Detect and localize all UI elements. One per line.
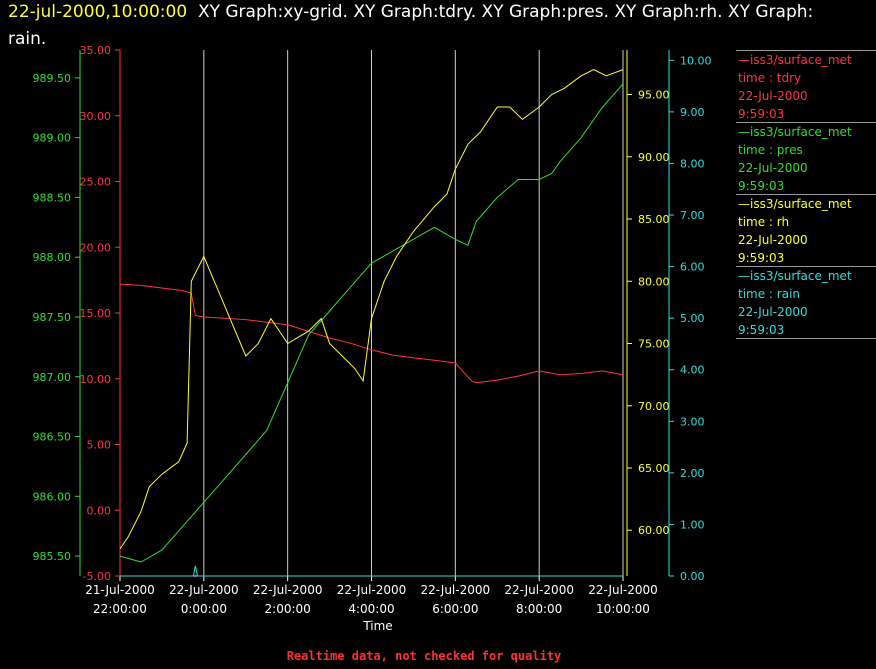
rain-tick-label: 1.00 xyxy=(680,518,705,531)
chart-title: 22-jul-2000,10:00:00 XY Graph:xy-grid. X… xyxy=(8,2,813,22)
tdry-tick-label: 30.00 xyxy=(80,110,112,123)
x-tick-label-date: 22-Jul-2000 xyxy=(253,583,323,597)
rain-tick-label: 3.00 xyxy=(680,415,705,428)
rh-tick-label: 95.00 xyxy=(638,89,670,102)
tdry-tick-label: 25.00 xyxy=(80,176,112,189)
x-tick-label-time: 0:00:00 xyxy=(181,602,227,616)
rain-tick-label: 0.00 xyxy=(680,570,705,583)
tdry-tick-label: 5.00 xyxy=(87,439,112,452)
rain-tick-label: 8.00 xyxy=(680,157,705,170)
rain-tick-label: 6.00 xyxy=(680,261,705,274)
rh-tick-label: 75.00 xyxy=(638,338,670,351)
rh-series-line xyxy=(119,69,624,550)
pres-tick-label: 988.00 xyxy=(33,251,72,264)
x-tick-label-time: 22:00:00 xyxy=(93,602,147,616)
tdry-tick-label: -5.00 xyxy=(83,570,111,583)
rain-tick-label: 2.00 xyxy=(680,467,705,480)
rh-tick-label: 85.00 xyxy=(638,213,670,226)
rain-tick-label: 5.00 xyxy=(680,312,705,325)
tdry-tick-label: 15.00 xyxy=(80,307,112,320)
legend-header: —iss3/surface_met xyxy=(736,266,876,285)
legend-header: —iss3/surface_met xyxy=(736,122,876,141)
rh-tick-label: 90.00 xyxy=(638,151,670,164)
series-lines xyxy=(119,69,624,577)
x-axis-label: Time xyxy=(362,619,392,633)
pres-tick-label: 987.00 xyxy=(33,371,72,384)
tdry-tick-label: 35.00 xyxy=(80,44,112,57)
x-tick-label-date: 22-Jul-2000 xyxy=(588,583,658,597)
rain-tick-label: 10.00 xyxy=(680,54,712,67)
tdry-tick-label: 20.00 xyxy=(80,241,112,254)
pres-tick-label: 987.50 xyxy=(33,311,72,324)
quality-disclaimer: Realtime data, not checked for quality xyxy=(286,649,562,663)
vertical-grid xyxy=(203,50,624,576)
title-graph-list: XY Graph:xy-grid. XY Graph:tdry. XY Grap… xyxy=(197,2,814,22)
rh-tick-label: 65.00 xyxy=(638,462,670,475)
legend-line3: 22-Jul-2000 xyxy=(738,89,808,103)
pres-series-line xyxy=(119,83,624,563)
rain-tick-label: 9.00 xyxy=(680,106,705,119)
legend-bottom-rule xyxy=(736,338,876,339)
tdry-tick-label: 0.00 xyxy=(87,504,112,517)
x-tick-label-time: 4:00:00 xyxy=(348,602,394,616)
legend-line2: time : tdry xyxy=(738,71,802,85)
legend-line3: 22-Jul-2000 xyxy=(738,305,808,319)
legend-line3: 22-Jul-2000 xyxy=(738,233,808,247)
tdry-series-line xyxy=(119,283,624,384)
pres-tick-label: 989.00 xyxy=(33,132,72,145)
x-tick-label-date: 22-Jul-2000 xyxy=(337,583,407,597)
legend-line4: 9:59:03 xyxy=(738,323,785,337)
legend-line4: 9:59:03 xyxy=(738,179,785,193)
legend-line2: time : pres xyxy=(738,143,803,157)
legend-header: —iss3/surface_met xyxy=(736,194,876,213)
legend-line4: 9:59:03 xyxy=(738,251,785,265)
rain-tick-label: 4.00 xyxy=(680,364,705,377)
legend-line2: time : rh xyxy=(738,215,790,229)
x-tick-label-time: 2:00:00 xyxy=(265,602,311,616)
x-tick-label-date: 22-Jul-2000 xyxy=(421,583,491,597)
tdry-tick-label: 10.00 xyxy=(80,373,112,386)
axes: 21-Jul-2000 22:00:00 22-Jul-2000 0:00:00 22-… xyxy=(33,44,712,616)
pres-tick-label: 988.50 xyxy=(33,191,72,204)
legend-line2: time : rain xyxy=(738,287,801,301)
rh-tick-label: 60.00 xyxy=(638,524,670,537)
rh-tick-label: 70.00 xyxy=(638,400,670,413)
legend-header: —iss3/surface_met xyxy=(736,50,876,69)
x-tick-label-time: 8:00:00 xyxy=(516,602,562,616)
chart-title-continued: rain. xyxy=(8,29,47,49)
rain-series-line xyxy=(120,565,623,577)
pres-tick-label: 989.50 xyxy=(33,72,72,85)
legend-line3: 22-Jul-2000 xyxy=(738,161,808,175)
rh-tick-label: 80.00 xyxy=(638,275,670,288)
x-tick-label-date: 22-Jul-2000 xyxy=(504,583,574,597)
legend-line4: 9:59:03 xyxy=(738,107,785,121)
title-timestamp: 22-jul-2000,10:00:00 xyxy=(8,2,188,22)
x-tick-label-date: 21-Jul-2000 xyxy=(85,583,155,597)
x-tick-label-date: 22-Jul-2000 xyxy=(169,583,239,597)
x-tick-label-time: 6:00:00 xyxy=(432,602,478,616)
pres-tick-label: 986.00 xyxy=(33,490,72,503)
rain-tick-label: 7.00 xyxy=(680,209,705,222)
pres-tick-label: 986.50 xyxy=(33,431,72,444)
pres-tick-label: 985.50 xyxy=(33,550,72,563)
x-tick-label-time: 10:00:00 xyxy=(596,602,650,616)
